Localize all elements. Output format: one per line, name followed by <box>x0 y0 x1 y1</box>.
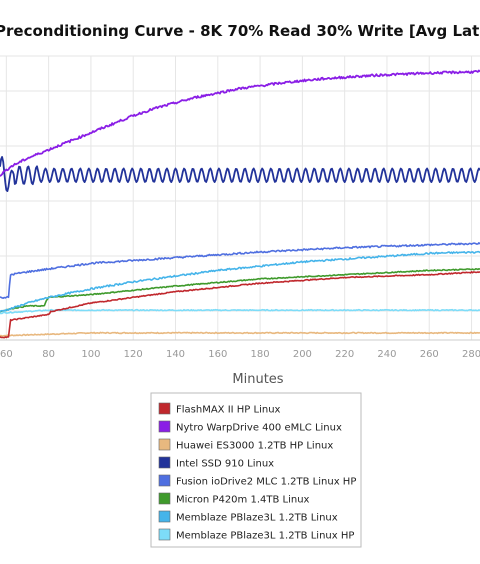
chart-title: Preconditioning Curve - 8K 70% Read 30% … <box>0 22 480 40</box>
legend-swatch <box>158 456 171 469</box>
x-tick-label: 100 <box>81 349 100 360</box>
legend-entry: FlashMAX II HP Linux <box>176 405 281 416</box>
legend-entry: Micron P420m 1.4TB Linux <box>176 495 310 506</box>
legend-entry: Fusion ioDrive2 MLC 1.2TB Linux HP <box>176 477 356 488</box>
x-tick-label: 200 <box>293 349 312 360</box>
legend-swatch <box>158 474 171 487</box>
x-tick-label: 160 <box>208 349 227 360</box>
x-tick-label: 280 <box>462 349 480 360</box>
legend-box <box>150 392 362 548</box>
legend-entry: Huawei ES3000 1.2TB HP Linux <box>176 441 333 452</box>
x-tick-label: 80 <box>42 349 55 360</box>
legend-entry: Intel SSD 910 Linux <box>176 459 274 470</box>
x-ticks: 60 80 100 120 140 160 180 200 220 240 260 280 <box>0 349 480 360</box>
series-layer <box>0 69 480 339</box>
x-tick-label: 260 <box>420 349 439 360</box>
x-axis-label: Minutes <box>232 372 283 387</box>
series-line <box>0 250 480 313</box>
legend-swatch <box>158 420 171 433</box>
series-line <box>0 331 480 337</box>
legend-swatch <box>158 510 171 523</box>
x-tick-label: 140 <box>166 349 185 360</box>
legend-swatch <box>158 402 171 415</box>
legend-entry: Nytro WarpDrive 400 eMLC Linux <box>176 423 342 434</box>
series-line <box>0 69 480 177</box>
series-line <box>0 308 480 315</box>
x-tick-label: 180 <box>251 349 270 360</box>
series-line <box>0 270 480 339</box>
x-tick-label: 220 <box>335 349 354 360</box>
legend-swatch <box>158 492 171 505</box>
legend-entry: Memblaze PBlaze3L 1.2TB Linux <box>176 513 338 524</box>
x-tick-label: 240 <box>377 349 396 360</box>
x-tick-label: 120 <box>124 349 143 360</box>
legend-entry: Memblaze PBlaze3L 1.2TB Linux HP <box>176 531 354 542</box>
legend-swatch <box>158 438 171 451</box>
legend-swatch <box>158 528 171 541</box>
x-tick-label: 60 <box>0 349 13 360</box>
grid <box>0 55 480 341</box>
series-line <box>0 242 480 300</box>
series-line <box>0 267 480 313</box>
legend: FlashMAX II HP Linux Nytro WarpDrive 400 … <box>150 392 362 548</box>
series-line <box>0 155 480 193</box>
